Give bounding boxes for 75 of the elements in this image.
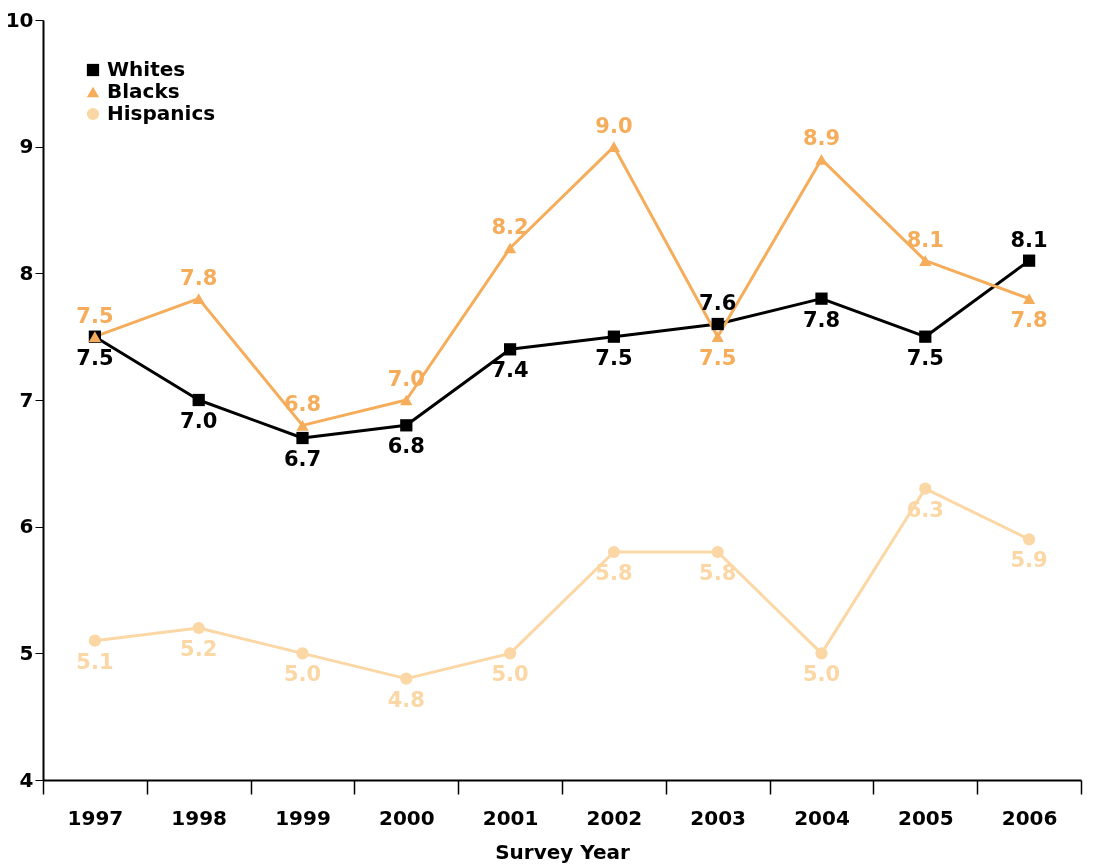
point <box>88 634 102 647</box>
point <box>815 292 828 305</box>
data-label: 7.4 <box>491 358 529 383</box>
x-tick-label: 1998 <box>171 805 228 830</box>
data-label: 5.0 <box>283 662 322 687</box>
data-label: 5.0 <box>491 662 529 687</box>
data-label: 7.0 <box>180 409 218 433</box>
point <box>607 330 621 343</box>
point <box>919 255 932 266</box>
point <box>296 431 309 445</box>
data-label: 5.2 <box>180 637 218 661</box>
y-tick-label: 5 <box>19 640 34 665</box>
point <box>400 419 413 432</box>
legend-label: Blacks <box>107 79 180 103</box>
point <box>503 242 517 254</box>
point <box>192 293 205 304</box>
data-label: 8.1 <box>1010 227 1048 252</box>
data-label: 8.2 <box>491 215 529 239</box>
point <box>711 331 724 342</box>
y-tick-label: 9 <box>19 134 34 159</box>
point <box>607 545 621 559</box>
data-label: 5.8 <box>595 561 633 585</box>
legend-label: Hispanics <box>107 101 216 125</box>
point <box>919 330 932 343</box>
data-label: 7.8 <box>1010 307 1048 332</box>
data-label: 7.5 <box>595 345 633 370</box>
y-tick-label: 10 <box>5 7 34 32</box>
x-tick-label: 1999 <box>275 805 331 830</box>
point <box>1022 254 1036 267</box>
point <box>503 647 517 660</box>
data-label: 7.5 <box>76 345 114 370</box>
data-label: 6.8 <box>387 434 425 459</box>
data-label: 7.5 <box>699 345 737 370</box>
y-tick-label: 8 <box>19 260 34 285</box>
data-label: 7.6 <box>699 291 737 315</box>
point <box>400 672 413 685</box>
point <box>192 393 205 407</box>
point <box>919 482 932 495</box>
data-label: 7.8 <box>802 307 841 332</box>
data-label: 9.0 <box>595 113 633 138</box>
x-tick-label: 2001 <box>482 805 539 830</box>
x-tick-label: 2003 <box>690 805 747 830</box>
x-tick-label: 2000 <box>378 805 435 830</box>
point <box>815 647 828 660</box>
data-label: 8.1 <box>906 227 944 252</box>
point <box>1022 293 1036 304</box>
point <box>503 343 517 356</box>
point <box>815 154 828 165</box>
point <box>400 394 413 406</box>
x-tick-label: 1997 <box>67 805 124 830</box>
x-tick-label: 2002 <box>586 805 643 830</box>
point <box>1022 533 1036 546</box>
y-tick-label: 4 <box>19 767 34 792</box>
point <box>607 141 621 152</box>
x-tick-label: 2005 <box>897 805 954 830</box>
point <box>711 545 724 559</box>
data-label: 5.0 <box>802 662 841 687</box>
data-label: 7.5 <box>906 345 944 370</box>
point <box>192 621 205 635</box>
point <box>296 647 309 660</box>
data-label: 8.9 <box>802 126 841 151</box>
x-tick-label: 2004 <box>794 805 850 830</box>
y-tick-label: 6 <box>19 514 34 539</box>
point <box>711 317 724 331</box>
data-label: 7.8 <box>180 265 218 290</box>
data-label: 7.5 <box>76 303 114 328</box>
point <box>296 420 309 431</box>
data-label: 5.1 <box>76 649 114 674</box>
legend-label: Whites <box>107 57 186 81</box>
data-label: 4.8 <box>387 687 425 712</box>
x-tick-label: 2006 <box>1001 805 1058 830</box>
data-label: 5.9 <box>1010 548 1048 573</box>
data-label: 6.7 <box>283 447 322 471</box>
y-tick-label: 7 <box>19 387 34 412</box>
x-axis-title: Survey Year <box>495 839 630 864</box>
